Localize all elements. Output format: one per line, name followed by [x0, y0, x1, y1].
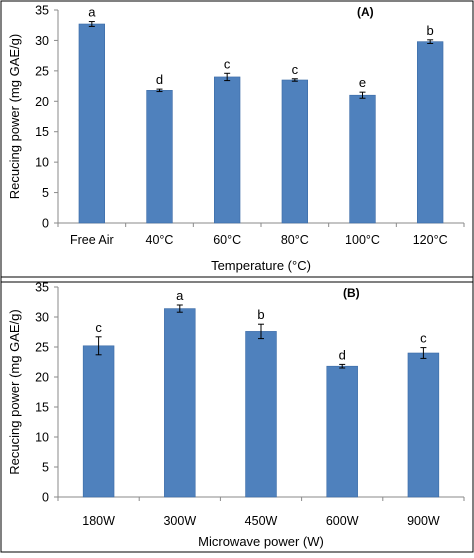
- panel-frame: [0, 0, 474, 283]
- y-tick-label: 15: [35, 401, 49, 415]
- significance-label: c: [292, 62, 299, 77]
- x-tick-label: 60°C: [213, 233, 241, 247]
- y-tick-label: 10: [35, 431, 49, 445]
- bar: [349, 94, 376, 224]
- x-tick-label: 100°C: [345, 233, 380, 247]
- bar: [82, 345, 115, 498]
- y-tick-label: 25: [35, 341, 49, 355]
- y-tick-label: 30: [35, 34, 49, 48]
- bar: [164, 308, 196, 498]
- x-tick-label: 600W: [326, 514, 359, 528]
- significance-label: b: [427, 23, 434, 38]
- y-tick-label: 5: [42, 186, 49, 200]
- significance-label: e: [359, 75, 366, 90]
- y-tick-label: 10: [35, 156, 49, 170]
- x-tick-label: 120°C: [413, 233, 448, 247]
- panel-label: (A): [357, 5, 374, 19]
- y-tick-label: 5: [42, 461, 49, 475]
- y-axis-title: Recucing power (mg GAE/g): [7, 309, 22, 474]
- bar: [326, 365, 358, 498]
- significance-label: b: [257, 307, 264, 322]
- y-tick-label: 35: [35, 4, 49, 18]
- significance-label: c: [95, 320, 102, 335]
- significance-label: d: [156, 72, 163, 87]
- bar: [407, 352, 440, 498]
- significance-label: a: [88, 5, 96, 20]
- y-tick-label: 25: [35, 64, 49, 78]
- bar: [78, 23, 105, 224]
- significance-label: a: [176, 288, 184, 303]
- x-tick-label: 450W: [245, 514, 278, 528]
- significance-label: c: [420, 331, 427, 346]
- x-axis-title: Microwave power (W): [198, 534, 324, 549]
- x-tick-label: 180W: [82, 514, 115, 528]
- y-tick-label: 15: [35, 125, 49, 139]
- y-tick-label: 0: [42, 491, 49, 505]
- x-tick-label: 900W: [407, 514, 440, 528]
- y-tick-label: 20: [35, 371, 49, 385]
- panel-label: (B): [343, 286, 360, 300]
- x-axis-title: Temperature (°C): [211, 258, 311, 273]
- y-tick-label: 0: [42, 217, 49, 231]
- y-tick-label: 30: [35, 311, 49, 325]
- panel-frame: [0, 276, 474, 553]
- x-tick-label: Free Air: [70, 233, 114, 247]
- x-tick-label: 80°C: [281, 233, 309, 247]
- bar: [417, 41, 444, 224]
- bar: [281, 79, 308, 224]
- significance-label: d: [339, 347, 346, 362]
- bar: [146, 90, 173, 224]
- x-tick-label: 40°C: [146, 233, 174, 247]
- significance-label: c: [224, 56, 231, 71]
- bar: [214, 76, 241, 224]
- x-tick-label: 300W: [163, 514, 196, 528]
- bar: [245, 331, 277, 498]
- y-tick-label: 20: [35, 95, 49, 109]
- y-tick-label: 35: [35, 281, 49, 295]
- y-axis-title: Recucing power (mg GAE/g): [7, 34, 22, 199]
